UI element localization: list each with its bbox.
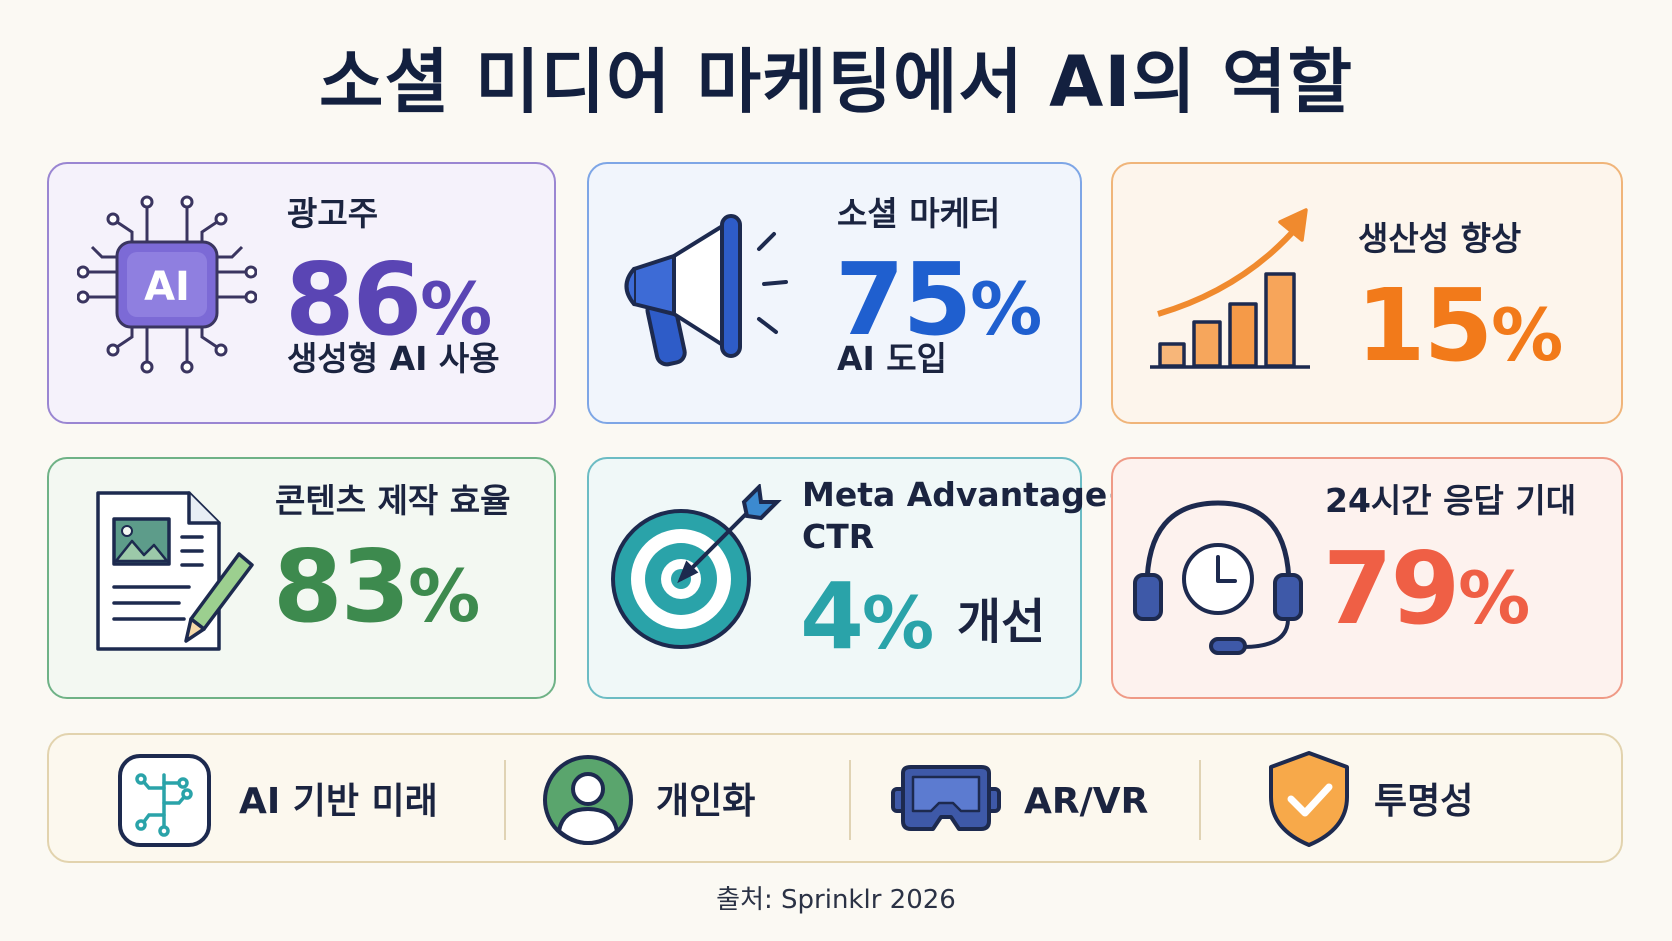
megaphone-icon bbox=[624, 214, 788, 367]
card-label-meta: Meta Advantage+ bbox=[802, 475, 1135, 514]
trend-personalization: 개인화 bbox=[529, 735, 849, 861]
source-note: 출처: Sprinklr 2026 bbox=[716, 885, 956, 915]
card-value: 79% bbox=[1323, 530, 1531, 647]
stat-card-meta-ctr: Meta Advantage+ CTR 4% 개선 bbox=[587, 457, 1135, 699]
vr-headset-icon bbox=[891, 765, 1001, 831]
stat-card-productivity: 생산성 향상 15% bbox=[1111, 162, 1623, 424]
trend-ar-vr: AR/VR bbox=[849, 735, 1219, 861]
user-icon bbox=[543, 755, 633, 846]
ai-chip-icon: AI bbox=[77, 195, 257, 374]
card-label-bottom: 생성형 AI 사용 bbox=[287, 339, 500, 378]
trend-label: AR/VR bbox=[1024, 781, 1149, 822]
shield-check-icon bbox=[1269, 751, 1349, 847]
card-label-suffix: 개선 bbox=[957, 594, 1046, 650]
stat-card-advertisers: AI 광고주 86% 생성형 AI 사용 bbox=[47, 162, 556, 424]
card-label-top: 소셜 마케터 bbox=[837, 194, 1001, 233]
divider bbox=[504, 760, 506, 840]
card-label-top: 24시간 응답 기대 bbox=[1325, 481, 1577, 520]
card-label-top: 콘텐츠 제작 효율 bbox=[275, 481, 511, 520]
future-trends-strip: AI 기반 미래 개인화 AR/VR 투명성 bbox=[47, 733, 1623, 863]
card-label-ctr: CTR bbox=[802, 517, 875, 556]
trend-ai-future: AI 기반 미래 bbox=[49, 735, 529, 861]
trend-label: 개인화 bbox=[656, 781, 756, 822]
card-label-bottom: AI 도입 bbox=[837, 339, 948, 378]
card-value: 15% bbox=[1356, 267, 1564, 384]
stat-card-24h-response: 24시간 응답 기대 79% bbox=[1111, 457, 1623, 699]
divider bbox=[1199, 760, 1201, 840]
card-label-top: 광고주 bbox=[287, 194, 379, 233]
card-value: 4% bbox=[800, 563, 935, 670]
target-icon bbox=[611, 484, 782, 649]
divider bbox=[849, 760, 851, 840]
trend-label: 투명성 bbox=[1374, 781, 1474, 822]
card-value: 75% bbox=[835, 241, 1043, 358]
trend-label: AI 기반 미래 bbox=[239, 781, 438, 822]
stat-card-social-marketers: 소셜 마케터 75% AI 도입 bbox=[587, 162, 1082, 424]
card-value: 86% bbox=[285, 241, 493, 358]
trend-transparency: 투명성 bbox=[1219, 735, 1619, 861]
page-title: 소셜 미디어 마케팅에서 AI의 역할 bbox=[319, 41, 1353, 123]
card-value: 83% bbox=[273, 528, 481, 645]
ai-circuit-icon bbox=[118, 754, 211, 847]
growth-chart-icon bbox=[1150, 208, 1310, 369]
document-pencil-icon bbox=[96, 491, 254, 651]
stat-card-content-efficiency: 콘텐츠 제작 효율 83% bbox=[47, 457, 556, 699]
headset-clock-icon bbox=[1133, 500, 1303, 655]
card-label-top: 생산성 향상 bbox=[1358, 219, 1522, 258]
ai-chip-text: AI bbox=[144, 264, 190, 310]
